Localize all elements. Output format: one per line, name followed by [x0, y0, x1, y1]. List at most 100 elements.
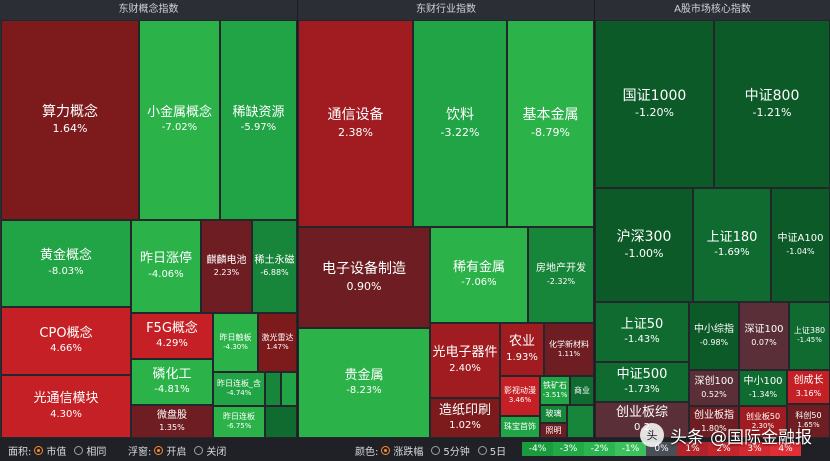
treemap-tile[interactable]: 中证800 -1.21%	[714, 20, 830, 188]
treemap-tile[interactable]: 创业板50 2.30%	[739, 406, 787, 438]
treemap-tile[interactable]: 国证1000 -1.20%	[595, 20, 714, 188]
treemap-tile[interactable]: 中证500 -1.73%	[595, 362, 689, 402]
treemap-tile[interactable]: 麒麟电池 2.23%	[201, 220, 252, 313]
color-5day-radio[interactable]	[477, 446, 487, 455]
treemap-tile[interactable]: 磷化工 -4.81%	[131, 359, 213, 405]
color-5day-label[interactable]: 5日	[489, 447, 507, 458]
tile-value: -4.30%	[223, 342, 248, 351]
tile-value: -5.97%	[240, 122, 277, 134]
color-change-label[interactable]: 涨跌幅	[393, 447, 424, 458]
tile-value: 3.16%	[795, 388, 822, 398]
treemap-tile[interactable]: 稀有金属 -7.06%	[430, 227, 528, 323]
treemap-tile[interactable]: 创业板指 1.80%	[689, 406, 739, 438]
treemap-tile[interactable]: 昨日涨停 -4.06%	[131, 220, 201, 313]
treemap-tile[interactable]: 化学新材料 1.11%	[544, 323, 594, 376]
treemap-tile[interactable]: 照明	[540, 423, 567, 438]
treemap-tile[interactable]: F5G概念 4.29%	[131, 313, 213, 359]
tile-name: 饮料	[446, 107, 474, 124]
tile-name: 昨日触板	[219, 332, 252, 342]
treemap-tile[interactable]: 昨日触板 -4.30%	[213, 313, 258, 372]
treemap-tile[interactable]: 激光雷达 1.47%	[258, 313, 297, 372]
treemap-tile[interactable]: 稀缺资源 -5.97%	[220, 20, 297, 220]
treemap-tile[interactable]: 中证A100 -1.04%	[771, 188, 830, 302]
treemap-tile[interactable]: 中小综指 -0.98%	[689, 302, 739, 370]
treemap-tile[interactable]: 上证380 -1.45%	[789, 302, 830, 370]
treemap-tile-unlabeled[interactable]	[281, 372, 297, 406]
tile-name: 深创100	[694, 376, 734, 388]
treemap-tile[interactable]: 小金属概念 -7.02%	[139, 20, 220, 220]
treemap-tile[interactable]: 造纸印刷 1.02%	[430, 398, 500, 438]
treemap-tile[interactable]: 基本金属 -8.79%	[507, 20, 594, 227]
treemap-tile[interactable]: 创成长 3.16%	[787, 370, 830, 404]
treemap-tile[interactable]: 珠宝首饰	[500, 416, 540, 438]
tile-value: -3.22%	[440, 125, 480, 139]
tile-value: -1.20%	[635, 106, 674, 120]
float-off-radio[interactable]	[194, 446, 204, 455]
tile-value: -1.43%	[624, 334, 660, 346]
tile-value: 1.64%	[52, 122, 88, 136]
treemap-tile[interactable]: 黄金概念 -8.03%	[1, 220, 131, 307]
treemap-tile[interactable]: CPO概念 4.66%	[1, 307, 131, 375]
tile-value: 1.47%	[266, 342, 289, 351]
float-on-radio[interactable]	[154, 446, 164, 455]
color-label: 颜色:	[355, 447, 379, 458]
color-change-radio[interactable]	[381, 446, 391, 455]
treemap-tile[interactable]: 房地产开发 -2.32%	[528, 227, 594, 323]
tile-name: 科创50	[795, 411, 822, 421]
color-5min-radio[interactable]	[431, 446, 441, 455]
treemap-tile[interactable]: 饮料 -3.22%	[413, 20, 507, 227]
tile-value: -2.32%	[546, 276, 576, 286]
treemap-tile-unlabeled[interactable]	[265, 372, 281, 406]
tile-value: -7.06%	[461, 277, 497, 289]
industry-index-panel: 东财行业指数 通信设备 2.38% 饮料 -3.22% 基本金属 -8.79% 电子设…	[298, 0, 594, 438]
watermark-logo-icon: 头	[640, 423, 664, 447]
tile-name: 国证1000	[622, 87, 687, 104]
treemap-tile[interactable]: 科创50 1.65%	[787, 404, 830, 438]
treemap-tile[interactable]: 深证100 0.07%	[739, 302, 789, 370]
panel-title: 东财行业指数	[298, 0, 594, 20]
treemap-tile[interactable]: 昨日连板_含 -4.74%	[213, 372, 265, 406]
tile-value: -8.79%	[531, 125, 570, 139]
tile-name: 中证A100	[777, 233, 824, 245]
float-on-label[interactable]: 开启	[166, 447, 187, 458]
treemap-tile[interactable]: 商业	[570, 376, 594, 405]
treemap-tile[interactable]: 沪深300 -1.00%	[595, 188, 693, 302]
treemap-tile[interactable]: 电子设备制造 0.90%	[298, 227, 430, 328]
tile-value: 0.52%	[701, 389, 727, 399]
area-marketcap-radio[interactable]	[34, 446, 44, 455]
tile-name: 创业板50	[745, 412, 781, 422]
treemap-tile[interactable]: 贵金属 -8.23%	[298, 328, 430, 438]
area-marketcap-label[interactable]: 市值	[46, 447, 67, 458]
treemap-tile[interactable]: 铁矿石 -3.51%	[540, 376, 570, 405]
tile-value: 1.65%	[797, 421, 820, 430]
treemap-tile[interactable]: 光通信模块 4.30%	[1, 375, 131, 438]
color-5min-label[interactable]: 5分钟	[443, 447, 470, 458]
treemap-tile[interactable]: 算力概念 1.64%	[1, 20, 139, 220]
area-equal-radio[interactable]	[74, 446, 84, 455]
treemap-tile[interactable]: 农业 1.93%	[500, 323, 544, 376]
tile-name: 黄金概念	[39, 248, 92, 264]
tile-name: 贵金属	[344, 367, 384, 383]
treemap-tile-unlabeled[interactable]	[265, 406, 297, 438]
treemap-tile[interactable]: 昨日连板 -6.75%	[213, 406, 265, 438]
treemap-tile-unlabeled[interactable]	[567, 405, 594, 438]
treemap-tile[interactable]: 通信设备 2.38%	[298, 20, 413, 227]
treemap-tile[interactable]: 微盘股 1.35%	[131, 405, 213, 438]
treemap-tile[interactable]: 光电子器件 2.40%	[430, 323, 500, 398]
tile-name: 沪深300	[616, 228, 672, 245]
treemap-tile[interactable]: 深创100 0.52%	[689, 370, 739, 406]
tile-name: 中小综指	[694, 324, 734, 336]
treemap-tile[interactable]: 中小100 -1.34%	[739, 370, 787, 406]
treemap-tile[interactable]: 上证180 -1.69%	[693, 188, 771, 302]
tile-name: 麒麟电池	[206, 254, 247, 266]
area-equal-label[interactable]: 相同	[86, 447, 107, 458]
treemap-tile[interactable]: 上证50 -1.43%	[595, 302, 689, 362]
tile-name: 造纸印刷	[438, 402, 491, 418]
float-off-label[interactable]: 关闭	[206, 447, 227, 458]
legend-swatch: 4%	[770, 442, 801, 456]
treemap-tile[interactable]: 稀土永磁 -6.88%	[252, 220, 297, 313]
treemap-tile[interactable]: 影视动漫 3.46%	[500, 376, 540, 416]
tile-value: 4.29%	[156, 338, 188, 350]
treemap-tile[interactable]: 玻璃	[540, 405, 567, 423]
legend-swatch: -3%	[553, 442, 584, 456]
